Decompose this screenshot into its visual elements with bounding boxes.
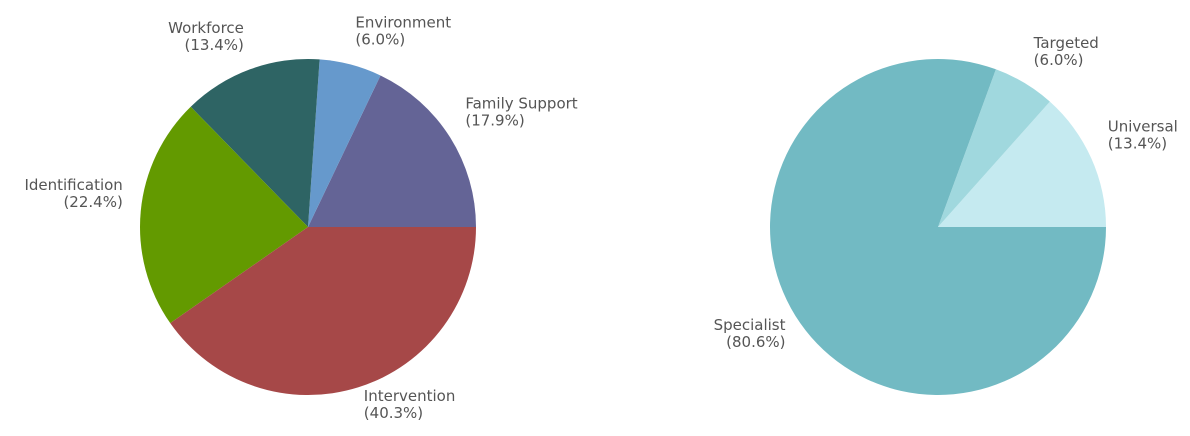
- slice-label: Universal: [1108, 117, 1178, 135]
- slice-label: Specialist: [714, 316, 786, 334]
- slice-percent: (40.3%): [364, 404, 423, 422]
- slice-label: Intervention: [364, 387, 456, 405]
- slice-percent: (13.4%): [1108, 134, 1167, 152]
- slice-percent: (17.9%): [465, 111, 524, 129]
- pie-slice: [308, 59, 381, 228]
- pie-slice: [938, 69, 1050, 227]
- pie-slice: [770, 58, 1106, 395]
- pie-slice: [170, 227, 476, 396]
- pie-slice: [938, 101, 1106, 227]
- slice-label: Family Support: [465, 94, 577, 112]
- slice-percent: (13.4%): [185, 36, 244, 54]
- pie-slice: [139, 106, 308, 324]
- pie-slice: [308, 75, 476, 227]
- slice-label: Targeted: [1033, 34, 1099, 52]
- slice-percent: (22.4%): [63, 193, 122, 211]
- slice-percent: (80.6%): [726, 333, 785, 351]
- slice-label: Workforce: [168, 19, 244, 37]
- slice-label: Environment: [355, 14, 451, 32]
- pie-slice: [190, 59, 320, 228]
- slice-percent: (6.0%): [355, 31, 405, 49]
- slice-percent: (6.0%): [1034, 51, 1084, 69]
- slice-label: Identification: [24, 176, 122, 194]
